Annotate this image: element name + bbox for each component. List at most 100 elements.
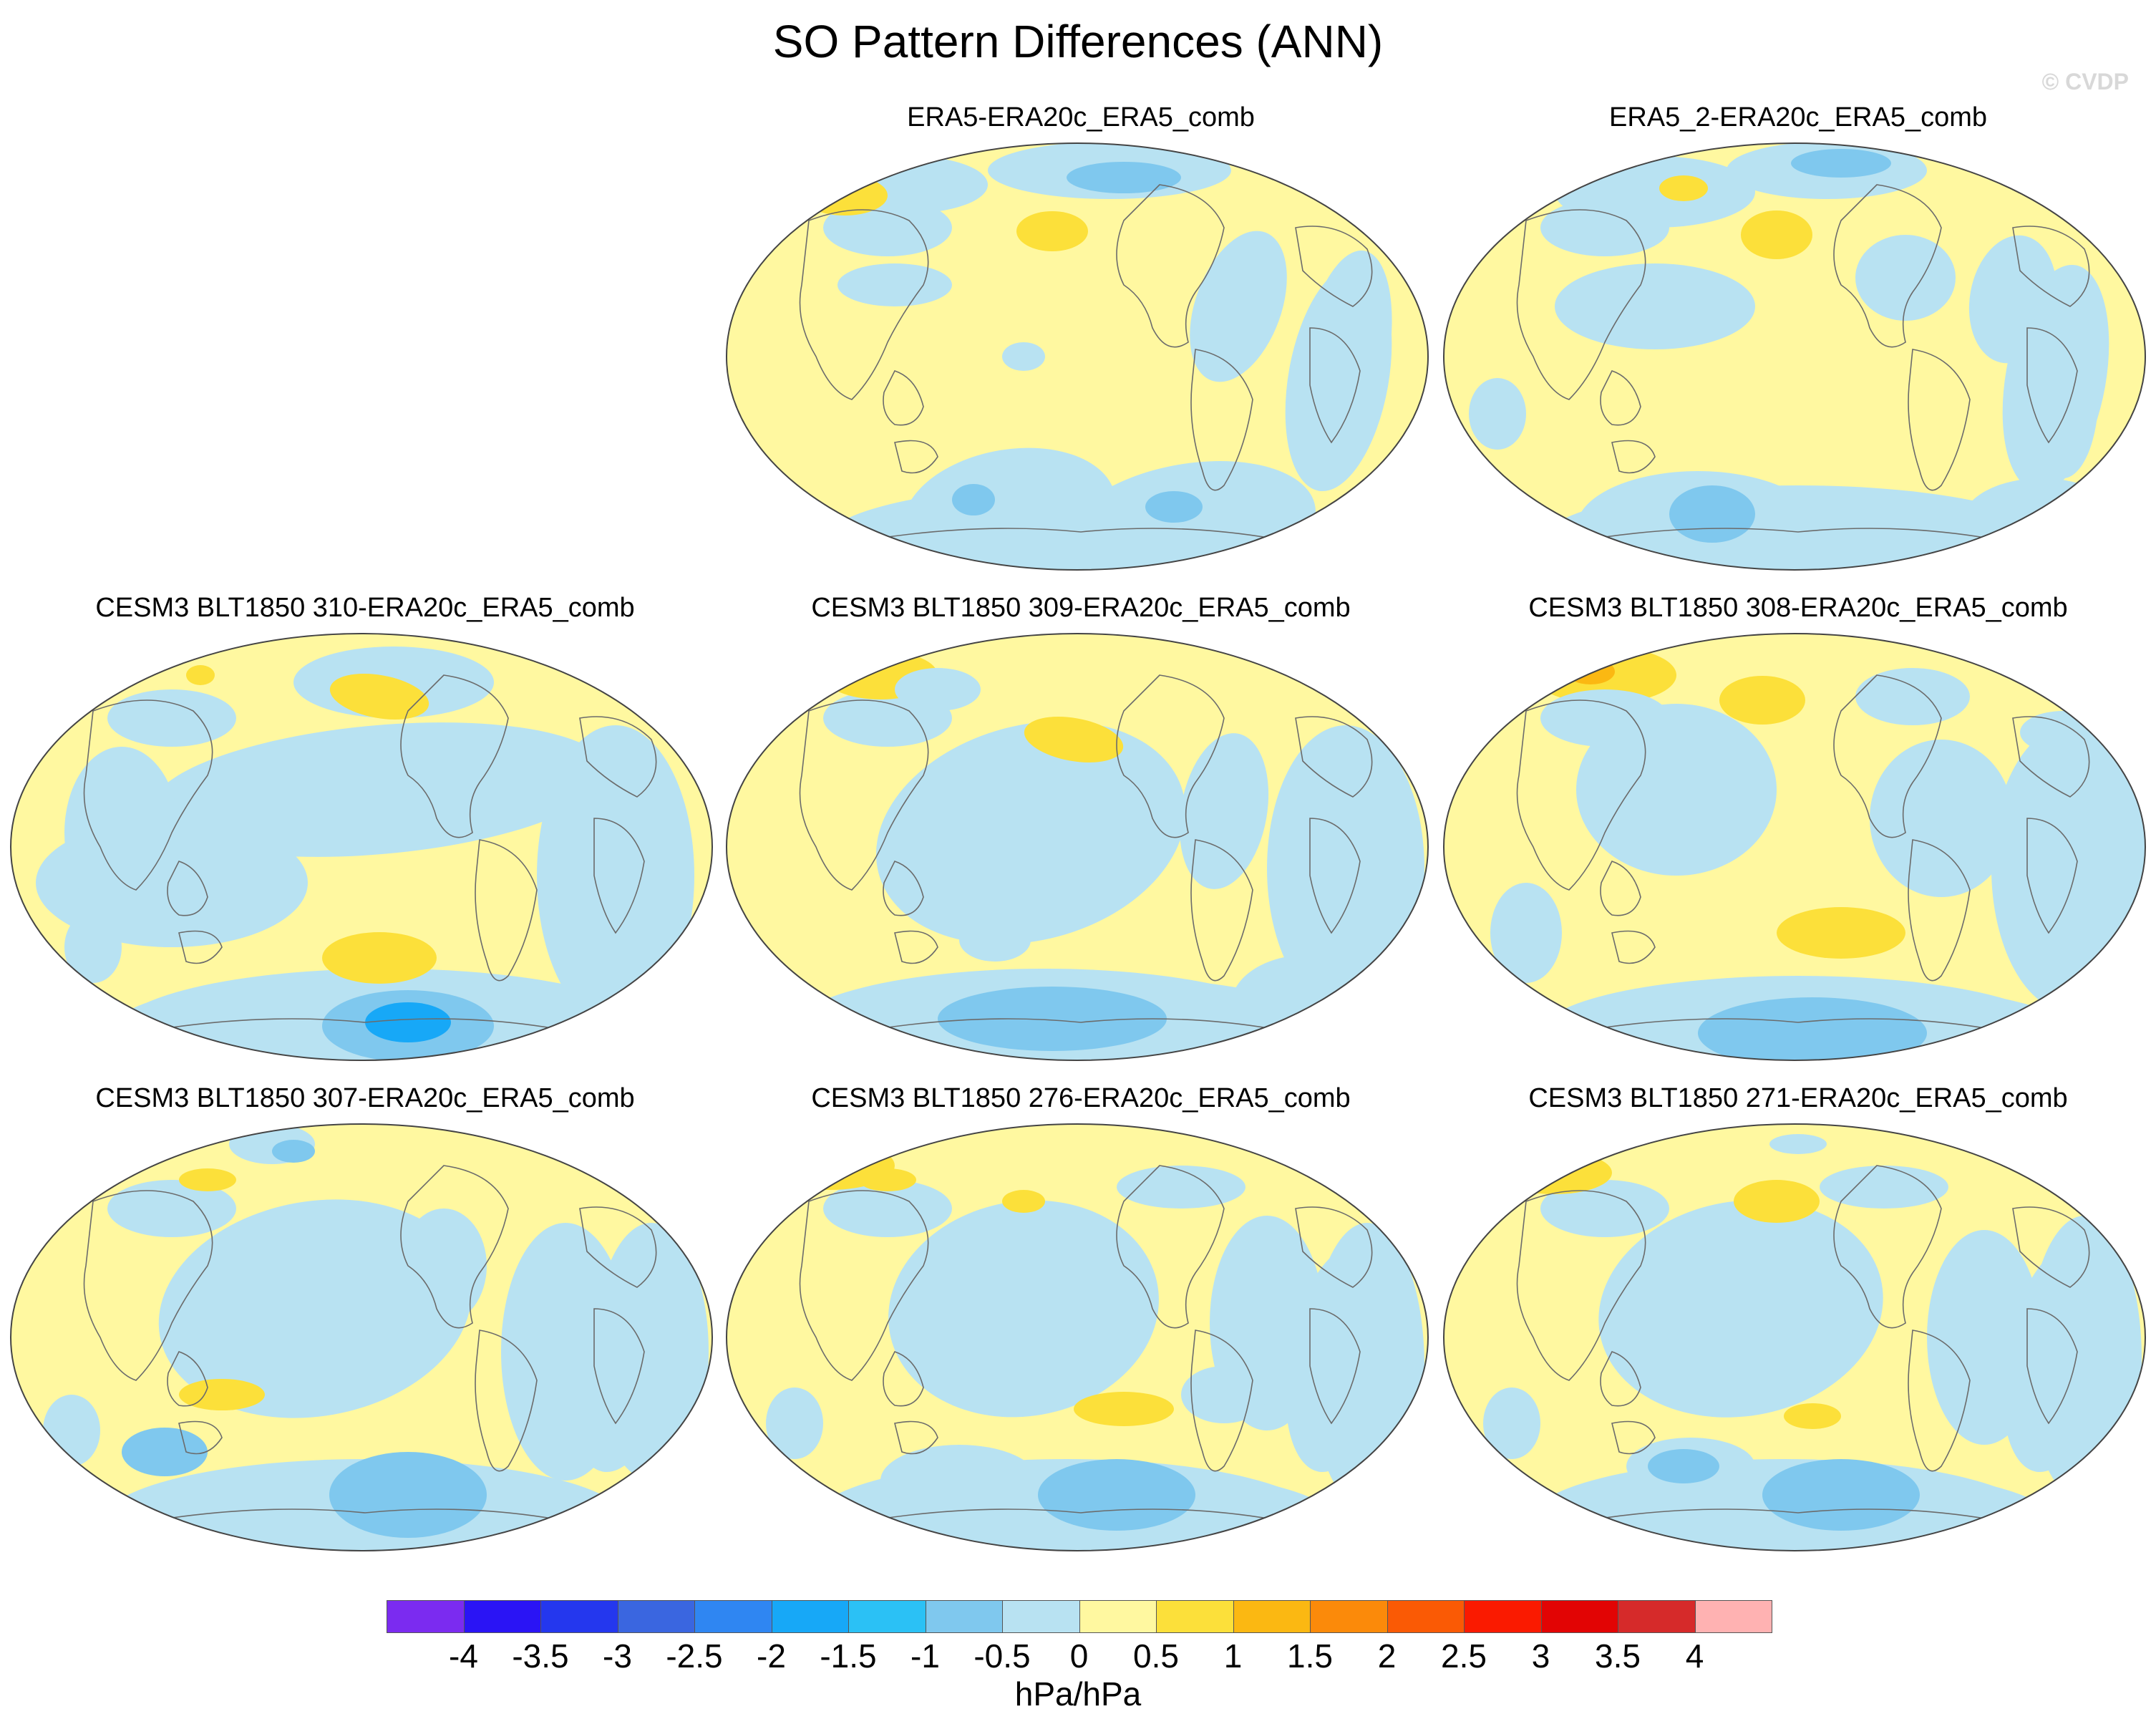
- coastline: [135, 1018, 581, 1034]
- contour-patch: [1117, 1166, 1245, 1209]
- coastline: [883, 1351, 924, 1407]
- map-panel: CESM3 BLT1850 276-ERA20c_ERA5_comb: [723, 1081, 1439, 1554]
- coastline: [2012, 1206, 2090, 1288]
- contour-patch: [2002, 755, 2109, 982]
- contour-patch: [107, 1180, 236, 1237]
- colorbar-tick-label: 2: [1377, 1637, 1397, 1675]
- contour-patch: [1540, 689, 1669, 747]
- contour-patch: [1074, 1392, 1174, 1426]
- map-panel: ERA5_2-ERA20c_ERA5_comb: [1440, 100, 2156, 573]
- contour-patch: [1855, 668, 1970, 725]
- coastline: [883, 370, 924, 426]
- coastline: [1908, 839, 1971, 982]
- colorbar-box: [540, 1600, 618, 1633]
- coastline: [894, 440, 938, 474]
- contour-patch: [43, 1395, 100, 1466]
- coastline: [1611, 930, 1656, 964]
- contour-patch: [2020, 711, 2106, 754]
- contour-patch: [1490, 883, 1562, 983]
- map-plot: [725, 633, 1429, 1061]
- coastline: [851, 528, 1296, 543]
- coastline: [1833, 184, 1942, 348]
- contour-patch: [1719, 676, 1805, 725]
- contour-patch: [1968, 235, 2057, 364]
- contour-patch: [322, 932, 437, 984]
- contour-patch: [1469, 378, 1526, 450]
- contour-patch: [1285, 755, 1392, 982]
- contour-patch: [158, 1199, 472, 1418]
- coastline: [1908, 1330, 1971, 1472]
- contour-patch: [569, 755, 676, 982]
- colorbar-box: [1540, 1600, 1618, 1633]
- colorbar-tick-label: -1.5: [820, 1637, 877, 1675]
- contour-patch: [329, 674, 429, 720]
- coastline: [178, 930, 223, 964]
- coastline: [579, 716, 657, 798]
- panel-title: ERA5_2-ERA20c_ERA5_comb: [1608, 102, 1988, 132]
- colorbar-tick-label: -2.5: [666, 1637, 723, 1675]
- contour-patch: [1038, 1459, 1195, 1531]
- map-border: [725, 1123, 1429, 1551]
- colorbar-box: [617, 1600, 695, 1633]
- contour-patch: [122, 1428, 208, 1476]
- coastline: [1190, 349, 1253, 491]
- colorbar-tick-label: 0: [1069, 1637, 1089, 1675]
- colorbar-tick-label: 1: [1223, 1637, 1243, 1675]
- colorbar-tick-label: 3.5: [1595, 1637, 1641, 1675]
- coastline: [400, 1165, 509, 1329]
- map-border: [9, 1123, 714, 1551]
- panel-title: CESM3 BLT1850 271-ERA20c_ERA5_comb: [1528, 1083, 2068, 1113]
- coastline: [851, 1018, 1296, 1034]
- coastline: [799, 699, 929, 891]
- coastline: [1568, 1508, 2014, 1524]
- colorbar-box: [925, 1600, 1003, 1633]
- contour-patch: [1769, 1134, 1827, 1154]
- coastline: [1908, 349, 1971, 491]
- colorbar-box: [771, 1600, 849, 1633]
- contour-patch: [107, 689, 236, 747]
- colorbar-tick-label: 3: [1531, 1637, 1550, 1675]
- contour-patch: [1963, 478, 2120, 564]
- colorbar-box: [1310, 1600, 1388, 1633]
- map-plot: [725, 1123, 1429, 1551]
- contour-patch: [272, 1140, 315, 1163]
- map-border: [725, 633, 1429, 1061]
- panel-title: CESM3 BLT1850 309-ERA20c_ERA5_comb: [811, 593, 1351, 623]
- contour-patch: [1784, 1403, 1841, 1429]
- coastline: [1516, 1190, 1646, 1381]
- figure-title: SO Pattern Differences (ANN): [772, 16, 1384, 67]
- contour-patch: [952, 484, 995, 515]
- coastline: [1611, 440, 1656, 474]
- contour-patch: [875, 721, 1186, 944]
- contour-patch: [1698, 997, 1927, 1060]
- coastline: [1611, 1420, 1656, 1455]
- colorbar-tick-label: -1: [911, 1637, 940, 1675]
- contour-patch: [1002, 1190, 1045, 1213]
- map-border: [1442, 1123, 2147, 1551]
- contour-patch: [802, 175, 888, 215]
- coastline: [400, 674, 509, 838]
- colorbar-box: [1694, 1600, 1772, 1633]
- colorbar-box: [694, 1600, 772, 1633]
- colorbar-box: [1002, 1600, 1080, 1633]
- contour-patch: [1190, 231, 1287, 382]
- contour-patch: [888, 1200, 1159, 1418]
- colorbar-box: [1387, 1600, 1465, 1633]
- panel-title: CESM3 BLT1850 310-ERA20c_ERA5_comb: [95, 593, 635, 623]
- contour-patch: [1741, 210, 1812, 259]
- contour-patch: [1669, 485, 1755, 543]
- watermark: © CVDP: [2041, 69, 2129, 95]
- map-panel: CESM3 BLT1850 308-ERA20c_ERA5_comb: [1440, 591, 2156, 1063]
- coastline: [1309, 327, 1361, 444]
- contour-patch: [938, 987, 1167, 1051]
- map-plot: [1442, 633, 2147, 1061]
- colorbar-tick-label: -3.5: [512, 1637, 569, 1675]
- map-panel: CESM3 BLT1850 309-ERA20c_ERA5_comb: [723, 591, 1439, 1063]
- coastline: [475, 839, 538, 982]
- coastline: [167, 861, 208, 916]
- coastline: [1295, 226, 1373, 307]
- panel-title: CESM3 BLT1850 307-ERA20c_ERA5_comb: [95, 1083, 635, 1113]
- coastline: [2026, 818, 2078, 934]
- contour-patch: [903, 447, 1116, 570]
- coastline: [178, 1420, 223, 1455]
